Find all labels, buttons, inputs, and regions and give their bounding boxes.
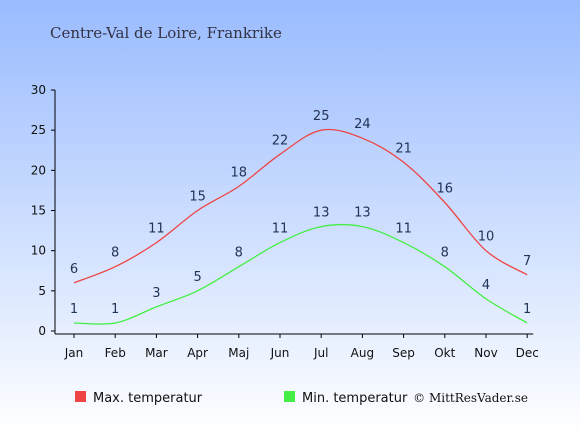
x-tick-label: Aug: [351, 346, 374, 360]
series-layer: [73, 128, 528, 325]
min-data-label: 3: [152, 286, 160, 301]
min-data-label: 1: [111, 302, 119, 317]
min-data-label: 13: [313, 206, 330, 221]
min-data-label: 4: [482, 278, 490, 293]
max-data-label: 7: [523, 254, 531, 269]
y-tick-label: 0: [38, 324, 46, 338]
y-tick-label: 20: [31, 163, 46, 177]
max-data-label: 16: [437, 181, 454, 196]
max-data-label: 15: [189, 190, 206, 205]
min-temperature-line: [73, 223, 528, 325]
y-tick-label: 15: [31, 204, 46, 218]
max-data-label: 10: [478, 230, 495, 245]
chart-legend: Max. temperatur Min. temperatur: [75, 391, 408, 406]
max-data-label: 18: [231, 165, 248, 180]
x-tick-label: Maj: [228, 346, 249, 360]
x-tick-label: Jan: [64, 346, 84, 360]
min-data-label: 11: [272, 222, 289, 237]
credit-text: © MittResVader.se: [413, 391, 528, 405]
max-data-label: 6: [70, 262, 78, 277]
x-tick-label: Sep: [392, 346, 415, 360]
legend-swatch-min: [284, 391, 295, 402]
legend-label-min: Min. temperatur: [302, 391, 408, 406]
min-data-label: 1: [70, 302, 78, 317]
max-data-label: 24: [354, 117, 371, 132]
max-data-label: 8: [111, 246, 119, 261]
x-tick-label: Jul: [313, 346, 328, 360]
x-tick-label: Mar: [145, 346, 168, 360]
min-data-label: 1: [523, 302, 531, 317]
min-data-label: 8: [441, 246, 449, 261]
y-tick-label: 25: [31, 123, 46, 137]
chart-title: Centre-Val de Loire, Frankrike: [50, 24, 282, 42]
y-tick-label: 5: [38, 284, 46, 298]
min-data-label: 13: [354, 206, 371, 221]
max-data-label: 22: [272, 133, 289, 148]
x-tick-label: Dec: [516, 346, 539, 360]
legend-label-max: Max. temperatur: [93, 391, 203, 406]
x-tick-label: Jun: [270, 346, 290, 360]
x-tick-label: Apr: [187, 346, 208, 360]
max-data-label: 11: [148, 222, 165, 237]
y-tick-label: 10: [31, 244, 46, 258]
max-data-label: 25: [313, 109, 330, 124]
y-tick-label: 30: [31, 83, 46, 97]
max-temperature-line: [73, 128, 528, 284]
x-tick-label: Okt: [434, 346, 455, 360]
min-data-label: 11: [395, 222, 412, 237]
min-data-label: 5: [193, 270, 201, 285]
legend-swatch-max: [75, 391, 86, 402]
max-data-label: 21: [395, 141, 412, 156]
x-tick-label: Feb: [105, 346, 126, 360]
x-tick-label: Nov: [474, 346, 497, 360]
min-data-label: 8: [235, 246, 243, 261]
